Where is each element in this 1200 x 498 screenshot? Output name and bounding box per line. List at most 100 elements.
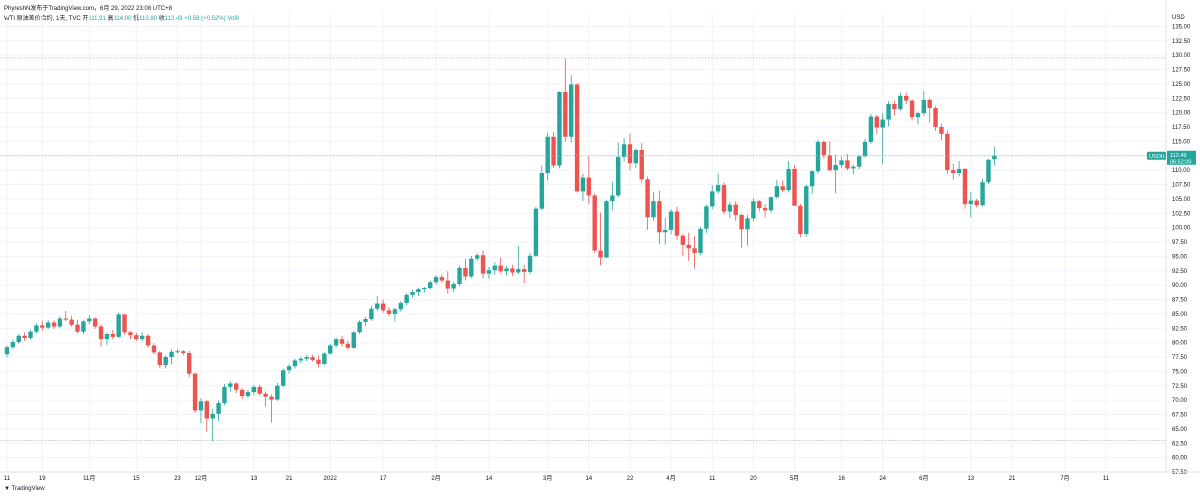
candle-body [927, 99, 932, 109]
candle-body [804, 186, 809, 234]
candle [104, 332, 110, 345]
candle [704, 204, 709, 233]
legend-close: 112.49 [164, 16, 183, 22]
candle [792, 164, 797, 206]
time-tick-label: 17 [380, 476, 387, 482]
candle [486, 266, 492, 279]
candle-body [856, 156, 862, 167]
candle [463, 258, 468, 281]
candle-body [480, 255, 486, 274]
candle [69, 315, 74, 328]
candle [310, 354, 315, 362]
candle-body [210, 413, 215, 419]
candle-body [898, 95, 903, 110]
candle [604, 200, 609, 259]
legend-change: +0.58 (+0.52%) [184, 16, 226, 22]
time-tick-label: 19 [39, 476, 46, 482]
candle-body [298, 358, 304, 361]
candle [286, 363, 292, 374]
candle-body [122, 314, 127, 333]
price-tick-label: 122.50 [1172, 96, 1191, 102]
candle-body [345, 343, 351, 348]
candle [974, 198, 979, 208]
candle-body [92, 318, 98, 327]
candle-body [333, 339, 339, 346]
candle [968, 191, 974, 218]
candle-body [445, 280, 450, 289]
candle [874, 114, 879, 134]
candle-body [610, 195, 615, 202]
candle-body [198, 401, 204, 411]
time-axis[interactable]: 11 19 11月 15 23 12月 13 21 2022 17 2月 14 3月 14 22 4月 11 20… [0, 471, 1200, 482]
candle-body [668, 211, 674, 230]
price-tick-label: 132.50 [1172, 39, 1191, 45]
price-tick-label: 120.00 [1172, 111, 1191, 117]
candle-body [909, 100, 915, 118]
candle-body [815, 141, 821, 172]
time-tick-label: 4月 [666, 475, 675, 482]
candle [651, 191, 656, 221]
candle [886, 101, 891, 127]
price-tick-label: 115.00 [1172, 139, 1191, 145]
candle [739, 213, 744, 248]
candle-body [968, 200, 974, 205]
price-tag-countdown: 06:52:00 [1170, 159, 1191, 165]
price-tick-label: 90.00 [1172, 283, 1188, 289]
time-tick-label: 13 [250, 476, 257, 482]
candle [457, 265, 462, 287]
candle [98, 324, 104, 347]
candle [557, 91, 562, 169]
candle-body [633, 150, 639, 164]
candle-body [316, 359, 321, 364]
price-tick-label: 107.50 [1172, 183, 1191, 189]
candle [616, 142, 621, 198]
currency-label: USD [1172, 15, 1185, 21]
candle [228, 381, 233, 392]
candle [357, 320, 362, 334]
candle-body [310, 357, 315, 360]
candle-body [492, 265, 497, 271]
candle-body [116, 314, 121, 337]
candle-body [175, 351, 180, 353]
candle [833, 154, 838, 194]
candle-body [956, 168, 962, 173]
candle [304, 354, 309, 362]
candle [169, 349, 174, 365]
candle [580, 173, 586, 202]
candle [927, 98, 932, 123]
candle-body [216, 403, 221, 414]
candle [504, 266, 509, 276]
candle-body [962, 168, 968, 205]
candle [950, 163, 956, 180]
candle [721, 182, 727, 215]
candle-body [351, 332, 356, 348]
candle-body [392, 309, 398, 314]
candle-body [404, 294, 409, 303]
price-tick-label: 125.00 [1172, 82, 1191, 88]
candle [527, 252, 533, 275]
candle-body [245, 392, 251, 397]
candle [851, 164, 856, 175]
legend-high: 114.00 [113, 16, 132, 22]
candle [856, 154, 862, 169]
time-tick-label: 16 [838, 476, 845, 482]
candle [710, 185, 715, 210]
tradingview-logo[interactable]: ▼ TradingView [4, 486, 45, 492]
candle-body [463, 267, 468, 277]
candle [16, 334, 21, 344]
price-tick-label: 95.00 [1172, 254, 1188, 260]
candle-body [469, 258, 474, 277]
candle [128, 331, 133, 340]
candle [28, 329, 33, 340]
price-axis[interactable]: USD 135.00 132.50 130.00 127.50 125.00 122.50 1… [1165, 0, 1191, 476]
candle-body [680, 235, 686, 245]
branding-text: TradingView [11, 486, 45, 492]
time-tick-label: 22 [627, 476, 634, 482]
candle [574, 83, 580, 193]
candle-body [516, 269, 521, 273]
candle-body [586, 177, 592, 196]
price-tick-label: 92.50 [1172, 269, 1188, 275]
candle [210, 408, 215, 441]
candle [292, 358, 298, 369]
